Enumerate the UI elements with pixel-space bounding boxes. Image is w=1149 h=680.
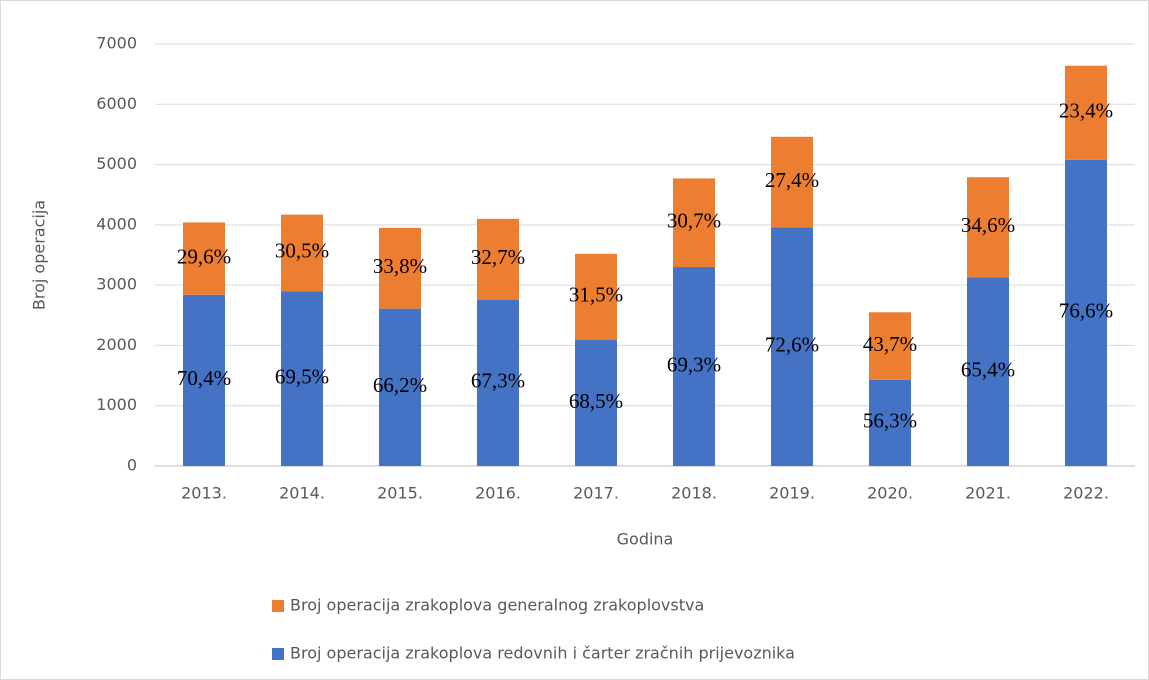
x-tick-label: 2015. <box>377 484 423 503</box>
bar-segment <box>771 136 813 228</box>
x-tick-label: 2020. <box>867 484 913 503</box>
bar-segment <box>183 294 225 466</box>
data-label: 43,7% <box>863 332 917 356</box>
bar-segment <box>673 178 715 268</box>
data-label: 66,2% <box>373 373 427 397</box>
data-label: 76,6% <box>1059 299 1113 323</box>
data-label: 30,7% <box>667 209 721 233</box>
data-label: 56,3% <box>863 409 917 433</box>
x-tick-label: 2013. <box>181 484 227 503</box>
data-label: 29,6% <box>177 244 231 268</box>
data-label: 33,8% <box>373 254 427 278</box>
legend-swatch <box>272 648 284 660</box>
bar-segment <box>281 291 323 466</box>
x-tick-label: 2018. <box>671 484 717 503</box>
bar-segment <box>771 227 813 466</box>
bar-segment <box>967 277 1009 466</box>
data-label: 68,5% <box>569 389 623 413</box>
y-tick-label: 5000 <box>96 154 137 173</box>
data-label: 23,4% <box>1059 99 1113 123</box>
y-tick-label: 3000 <box>96 275 137 294</box>
bar-segment <box>379 227 421 309</box>
y-tick-label: 4000 <box>96 214 137 233</box>
bar-segment <box>869 379 911 466</box>
data-label: 27,4% <box>765 168 819 192</box>
y-tick-label: 2000 <box>96 335 137 354</box>
bar-segment <box>869 312 911 380</box>
x-axis-title: Godina <box>617 530 674 549</box>
data-label: 70,4% <box>177 366 231 390</box>
data-label: 72,6% <box>765 332 819 356</box>
y-tick-label: 7000 <box>96 34 137 53</box>
data-label: 30,5% <box>275 239 329 263</box>
bar-segment <box>477 299 519 466</box>
y-tick-label: 6000 <box>96 94 137 113</box>
data-label: 34,6% <box>961 213 1015 237</box>
data-label: 32,7% <box>471 245 525 269</box>
x-tick-label: 2014. <box>279 484 325 503</box>
data-label: 65,4% <box>961 357 1015 381</box>
bar-segment <box>1065 65 1107 160</box>
legend-swatch <box>272 600 284 612</box>
bar-segment <box>281 214 323 292</box>
x-tick-label: 2019. <box>769 484 815 503</box>
legend-label: Broj operacija zrakoplova redovnih i čar… <box>290 644 795 663</box>
bar-segment <box>477 218 519 300</box>
data-label: 69,3% <box>667 352 721 376</box>
x-tick-label: 2021. <box>965 484 1011 503</box>
bar-segment <box>575 253 617 341</box>
bar-segment <box>1065 159 1107 466</box>
x-tick-label: 2016. <box>475 484 521 503</box>
data-label: 67,3% <box>471 369 525 393</box>
data-label: 69,5% <box>275 364 329 388</box>
x-tick-label: 2022. <box>1063 484 1109 503</box>
bar-segment <box>967 177 1009 278</box>
bar-segment <box>183 222 225 295</box>
bar-segment <box>673 267 715 466</box>
y-tick-label: 0 <box>127 456 137 475</box>
bar-segment <box>379 308 421 466</box>
legend-label: Broj operacija zrakoplova generalnog zra… <box>290 596 704 615</box>
y-tick-label: 1000 <box>96 395 137 414</box>
x-tick-label: 2017. <box>573 484 619 503</box>
data-label: 31,5% <box>569 283 623 307</box>
bar-segment <box>575 340 617 466</box>
y-axis-title: Broj operacija <box>30 200 49 310</box>
